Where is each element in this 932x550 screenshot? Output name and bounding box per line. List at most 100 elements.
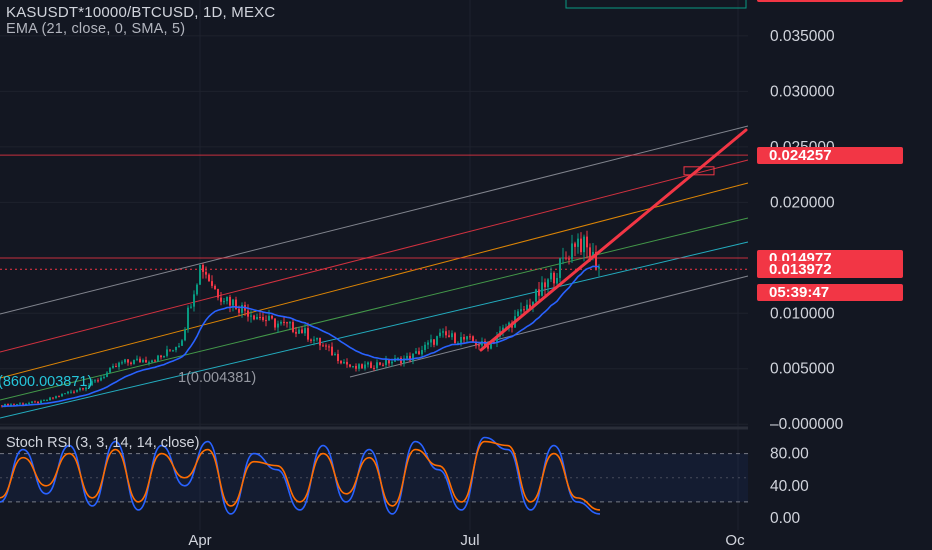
candle-body xyxy=(571,243,573,260)
candle-body xyxy=(307,328,309,340)
candle-body xyxy=(10,404,12,406)
candle-body xyxy=(439,332,441,337)
price-tag: 0.038878 xyxy=(757,0,903,2)
candle-body xyxy=(529,304,531,308)
candle-body xyxy=(430,339,432,343)
y-tick-label: 0.005000 xyxy=(770,361,835,378)
candle-body xyxy=(388,359,390,364)
candle-body xyxy=(169,349,171,351)
candle-body xyxy=(130,362,132,364)
channel-line xyxy=(0,125,749,315)
candle-body xyxy=(385,359,387,365)
candle-body xyxy=(487,345,489,349)
candle-body xyxy=(193,294,195,307)
candle-body xyxy=(319,337,321,346)
candle-body xyxy=(166,349,168,356)
candle-body xyxy=(91,381,93,386)
candle-body xyxy=(316,337,318,340)
candle-body xyxy=(112,366,114,368)
candle-body xyxy=(313,339,315,341)
price-tag: 0.024257 xyxy=(757,147,903,165)
candle-body xyxy=(586,236,588,248)
candle-body xyxy=(76,389,78,392)
candle-body xyxy=(43,400,45,402)
candle-body xyxy=(298,329,300,334)
candle-body xyxy=(106,372,108,377)
candle-body xyxy=(409,355,411,361)
candle-body xyxy=(127,359,129,363)
candle-body xyxy=(445,331,447,336)
candle-body xyxy=(265,320,267,322)
candle-body xyxy=(115,366,117,368)
x-tick-label: Apr xyxy=(188,532,211,549)
candle-body xyxy=(379,362,381,365)
channel-label-mid: 1(0.004381) xyxy=(178,370,256,386)
candle-body xyxy=(268,315,270,321)
candle-body xyxy=(397,357,399,359)
candle-body xyxy=(562,257,564,259)
candle-body xyxy=(325,345,327,347)
candle-body xyxy=(436,336,438,345)
stoch-series-D xyxy=(0,440,601,511)
candle-body xyxy=(22,403,24,405)
candle-body xyxy=(100,377,102,381)
candle-body xyxy=(565,257,567,259)
trend-line[interactable]: (8600.003871) 1(0.004381) xyxy=(0,128,748,390)
y-tick-label: 0.035000 xyxy=(770,28,835,45)
candle-body xyxy=(373,367,375,369)
candle-body xyxy=(472,336,474,342)
candle-body xyxy=(163,355,165,358)
candle-body xyxy=(541,282,543,296)
candle-body xyxy=(139,358,141,363)
y-tick-label: 0.020000 xyxy=(770,194,835,211)
candle-body xyxy=(250,315,252,317)
candle-body xyxy=(253,315,255,320)
stoch-series-K xyxy=(0,436,601,515)
candle-body xyxy=(553,272,555,284)
stoch-rsi-panel[interactable]: Stoch RSI (3, 3, 14, 14, close) xyxy=(0,435,748,515)
candle-body xyxy=(493,341,495,343)
candle-body xyxy=(67,391,69,394)
candle-body xyxy=(544,282,546,288)
candle-body xyxy=(478,345,480,347)
candle-body xyxy=(160,355,162,358)
candle-body xyxy=(151,360,153,363)
candle-body xyxy=(19,403,21,405)
candle-body xyxy=(172,350,174,352)
candle-body xyxy=(70,391,72,393)
candle-body xyxy=(559,258,561,278)
candle-body xyxy=(460,337,462,343)
candle-body xyxy=(124,359,126,363)
symbol-title: KASUSDT*10000/BTCUSD, 1D, MEXC xyxy=(6,4,276,21)
candle-body xyxy=(466,336,468,340)
candle-body xyxy=(322,345,324,347)
candles[interactable] xyxy=(1,230,600,408)
candle-body xyxy=(280,321,282,324)
candle-body xyxy=(583,236,585,253)
candle-body xyxy=(310,339,312,341)
candle-body xyxy=(406,355,408,359)
channel-line xyxy=(349,275,749,378)
ema-path xyxy=(1,265,599,408)
candle-body xyxy=(295,331,297,334)
candle-body xyxy=(64,393,66,395)
horizontal-levels xyxy=(0,0,748,270)
candle-body xyxy=(580,238,582,253)
candle-body xyxy=(454,333,456,344)
trend-line-segment xyxy=(479,128,748,352)
candle-body xyxy=(358,364,360,369)
price-tag: 0.013972 xyxy=(757,261,903,279)
candle-body xyxy=(502,327,504,331)
candle-body xyxy=(34,401,36,403)
candle-body xyxy=(79,388,81,390)
candle-body xyxy=(346,361,348,365)
candle-body xyxy=(199,264,201,285)
candle-body xyxy=(592,251,594,258)
candle-body xyxy=(226,296,228,302)
candle-body xyxy=(364,364,366,369)
candle-body xyxy=(469,336,471,338)
candle-body xyxy=(577,238,579,247)
candle-body xyxy=(85,387,87,390)
candle-body xyxy=(376,362,378,369)
candle-body xyxy=(88,385,90,388)
